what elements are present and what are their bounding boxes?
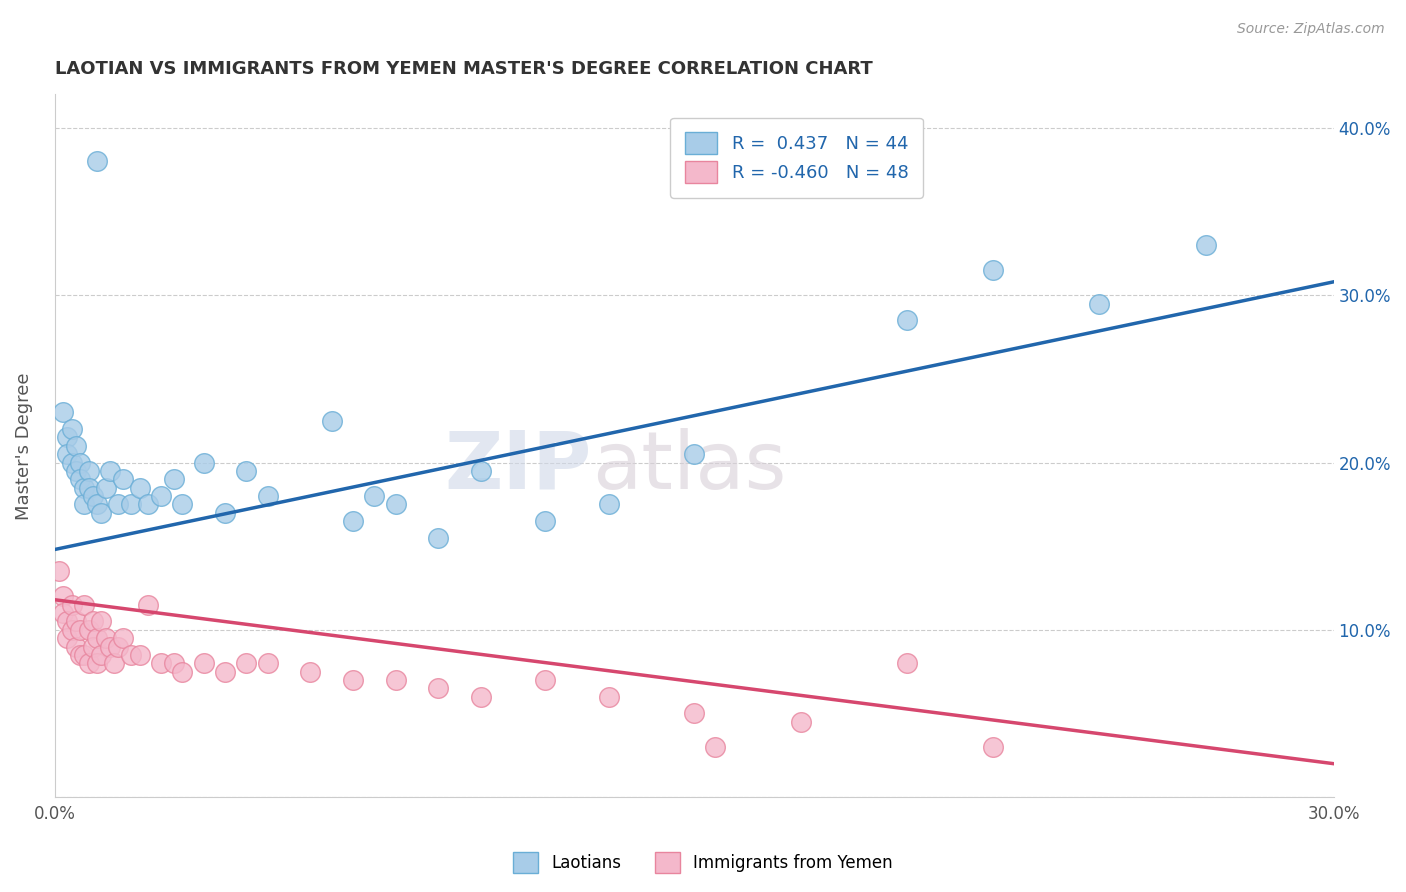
Point <box>150 657 173 671</box>
Point <box>172 665 194 679</box>
Point <box>98 464 121 478</box>
Point <box>299 665 322 679</box>
Point <box>73 648 96 662</box>
Point <box>65 640 87 654</box>
Point <box>704 739 727 754</box>
Point <box>82 615 104 629</box>
Point <box>77 481 100 495</box>
Point <box>69 648 91 662</box>
Point <box>56 430 79 444</box>
Point <box>107 497 129 511</box>
Point <box>56 631 79 645</box>
Point <box>427 531 450 545</box>
Point <box>534 514 557 528</box>
Point <box>256 489 278 503</box>
Point <box>163 657 186 671</box>
Point <box>120 497 142 511</box>
Point <box>90 648 112 662</box>
Point <box>82 489 104 503</box>
Point <box>235 657 257 671</box>
Point <box>342 673 364 687</box>
Point <box>150 489 173 503</box>
Point <box>94 631 117 645</box>
Point <box>534 673 557 687</box>
Point <box>98 640 121 654</box>
Point <box>56 447 79 461</box>
Legend: R =  0.437   N = 44, R = -0.460   N = 48: R = 0.437 N = 44, R = -0.460 N = 48 <box>671 118 922 198</box>
Point <box>65 439 87 453</box>
Point <box>86 497 108 511</box>
Text: LAOTIAN VS IMMIGRANTS FROM YEMEN MASTER'S DEGREE CORRELATION CHART: LAOTIAN VS IMMIGRANTS FROM YEMEN MASTER'… <box>55 60 872 78</box>
Point <box>77 657 100 671</box>
Point <box>683 706 706 721</box>
Point <box>136 497 159 511</box>
Point <box>60 623 83 637</box>
Point <box>598 690 620 704</box>
Point <box>86 631 108 645</box>
Point <box>789 714 811 729</box>
Legend: Laotians, Immigrants from Yemen: Laotians, Immigrants from Yemen <box>506 846 900 880</box>
Y-axis label: Master's Degree: Master's Degree <box>15 372 32 519</box>
Point <box>342 514 364 528</box>
Point <box>73 598 96 612</box>
Point <box>427 681 450 696</box>
Point <box>69 472 91 486</box>
Point <box>107 640 129 654</box>
Point <box>111 472 134 486</box>
Point <box>65 615 87 629</box>
Point <box>69 456 91 470</box>
Point <box>48 564 70 578</box>
Point <box>896 313 918 327</box>
Point <box>90 506 112 520</box>
Point <box>214 506 236 520</box>
Point <box>52 590 75 604</box>
Point <box>214 665 236 679</box>
Point <box>384 673 406 687</box>
Point <box>981 263 1004 277</box>
Point <box>60 456 83 470</box>
Point <box>163 472 186 486</box>
Point <box>172 497 194 511</box>
Point <box>52 606 75 620</box>
Point <box>56 615 79 629</box>
Point <box>384 497 406 511</box>
Point <box>90 615 112 629</box>
Point <box>60 422 83 436</box>
Point <box>470 690 492 704</box>
Point <box>128 648 150 662</box>
Point <box>82 640 104 654</box>
Point <box>103 657 125 671</box>
Point <box>256 657 278 671</box>
Point <box>193 456 215 470</box>
Point <box>598 497 620 511</box>
Point <box>60 598 83 612</box>
Point <box>363 489 385 503</box>
Point <box>73 481 96 495</box>
Point <box>77 464 100 478</box>
Point <box>470 464 492 478</box>
Point <box>69 623 91 637</box>
Point <box>1195 238 1218 252</box>
Point <box>77 623 100 637</box>
Point <box>128 481 150 495</box>
Text: Source: ZipAtlas.com: Source: ZipAtlas.com <box>1237 22 1385 37</box>
Point <box>86 154 108 169</box>
Point <box>683 447 706 461</box>
Point <box>981 739 1004 754</box>
Point <box>65 464 87 478</box>
Point <box>52 405 75 419</box>
Text: ZIP: ZIP <box>444 428 592 506</box>
Text: atlas: atlas <box>592 428 786 506</box>
Point <box>86 657 108 671</box>
Point <box>136 598 159 612</box>
Point <box>235 464 257 478</box>
Point <box>120 648 142 662</box>
Point <box>94 481 117 495</box>
Point <box>111 631 134 645</box>
Point <box>73 497 96 511</box>
Point <box>896 657 918 671</box>
Point <box>193 657 215 671</box>
Point <box>321 414 343 428</box>
Point <box>1088 296 1111 310</box>
